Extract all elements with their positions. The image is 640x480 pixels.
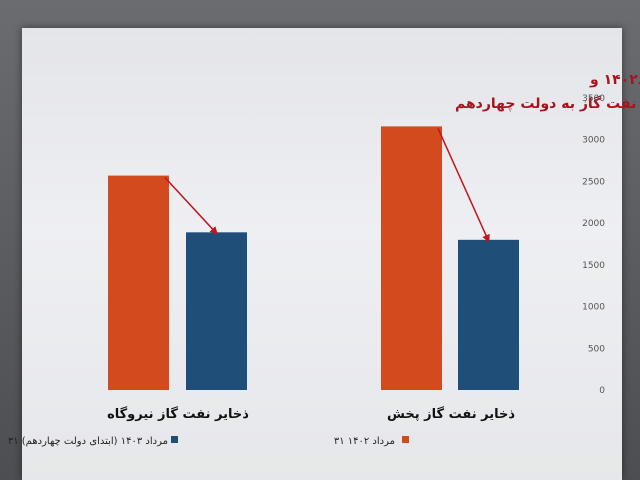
bar-orange-2 [381, 126, 442, 390]
trend-arrow-2 [437, 128, 490, 243]
category-labels: ذخایر نفت گاز نیروگاه ذخایر نفت گاز پخش [107, 406, 515, 422]
bar-blue-1 [186, 232, 247, 390]
bar-orange-1 [108, 175, 169, 390]
trend-arrows [164, 128, 490, 243]
legend-label-2: ۳۱ مرداد ۱۴۰۳ (ابتدای دولت چهاردهم) [8, 436, 168, 447]
y-tick-label: 1500 [582, 261, 605, 271]
bars [108, 126, 519, 390]
y-axis-ticks: 0 500 1000 1500 2000 2500 3000 3500 [582, 94, 605, 396]
y-tick-label: 500 [588, 344, 605, 354]
y-tick-label: 3000 [582, 136, 605, 146]
legend-swatch-1 [402, 436, 409, 443]
bar-blue-2 [458, 239, 519, 390]
y-tick-label: 3500 [582, 94, 605, 104]
legend: ۳۱ مرداد ۱۴۰۲ ۳۱ مرداد ۱۴۰۳ (ابتدای دولت … [8, 436, 409, 447]
y-tick-label: 2000 [582, 219, 605, 229]
category-label-1: ذخایر نفت گاز نیروگاه [107, 406, 249, 422]
chart-title-line-1: کاهش ۲ میلیارد لیتری ذخایر نفت گاز در ۳۱… [589, 71, 640, 88]
y-tick-label: 0 [599, 386, 605, 396]
chart-title: کاهش ۲ میلیارد لیتری ذخایر نفت گاز در ۳۱… [455, 71, 640, 112]
chart-title-line-2: تحویل ذخایر خالی نفت گاز به دولت چهاردهم [455, 95, 640, 112]
category-label-2: ذخایر نفت گاز پخش [387, 406, 515, 422]
trend-arrow-1 [164, 177, 218, 235]
legend-label-1: ۳۱ مرداد ۱۴۰۲ [334, 436, 395, 447]
y-tick-label: 1000 [582, 303, 605, 313]
y-tick-label: 2500 [582, 177, 605, 187]
legend-swatch-2 [171, 436, 178, 443]
